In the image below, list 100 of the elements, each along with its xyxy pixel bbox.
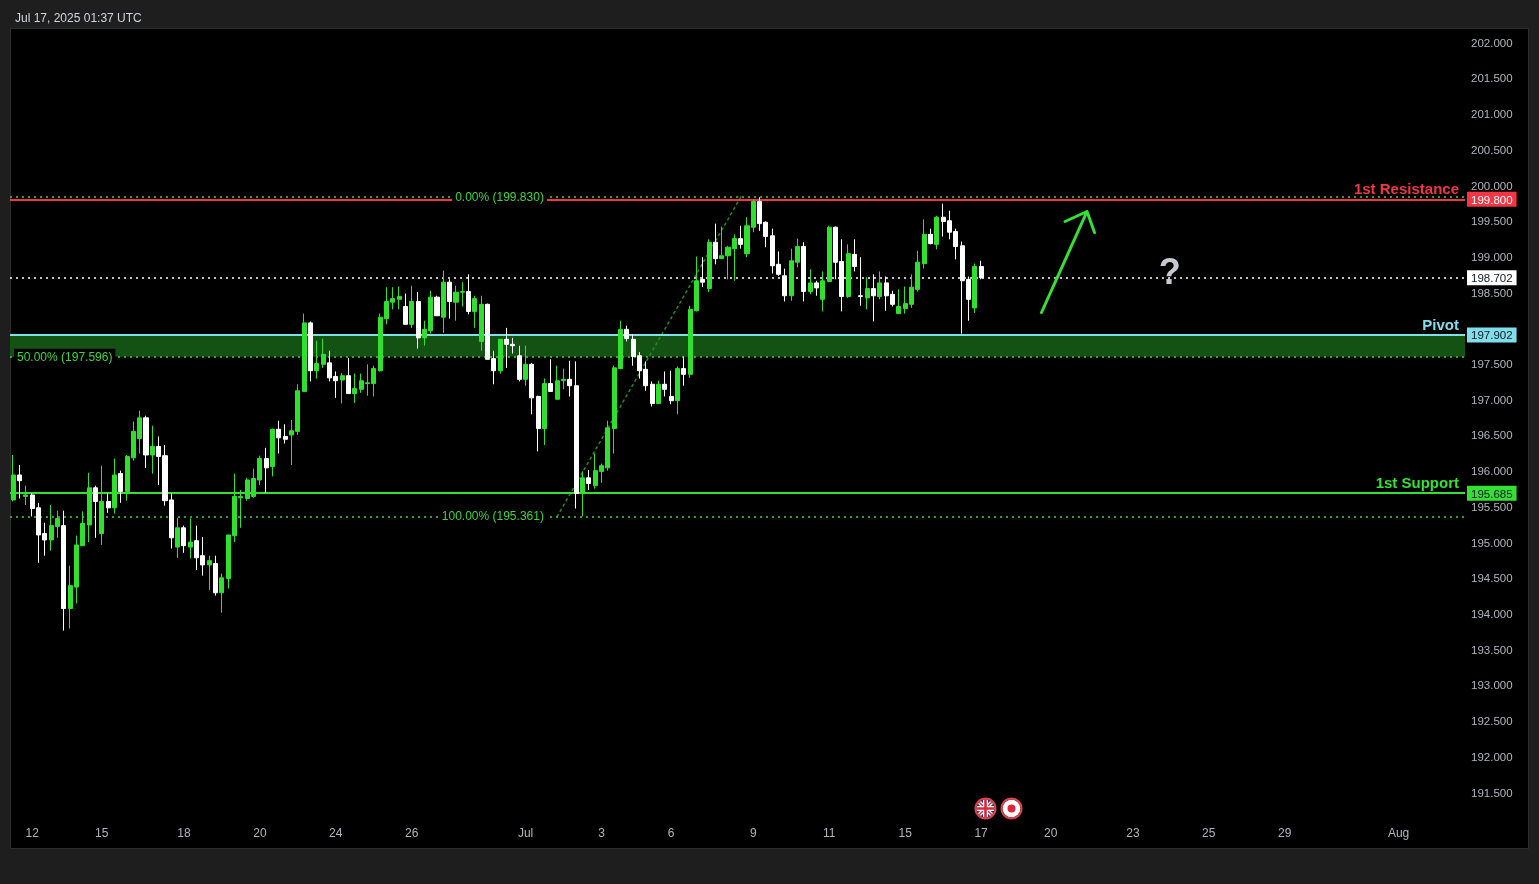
y-tick-label: 195.000 [1471,536,1513,549]
y-tick-label: 200.500 [1471,143,1513,156]
candlestick [529,362,534,415]
y-tick-label: 197.000 [1471,393,1513,406]
candlestick [896,288,901,315]
candlestick [713,223,718,265]
y-tick-label: 199.800 [1471,193,1513,206]
y-tick-label: 193.500 [1471,643,1513,656]
x-tick-label: 18 [177,826,191,840]
candlestick [498,338,503,375]
candlestick [675,365,680,415]
candlestick [656,380,661,405]
x-tick-label: 3 [598,826,606,840]
annotation: ? [1158,251,1181,293]
ref-line-label: 0.00% (199.830) [455,190,544,205]
candlestick [219,573,224,614]
candlestick [472,295,477,329]
candlestick [707,238,712,293]
candlestick [865,276,870,310]
x-tick-label: 17 [974,826,989,840]
y-tick-label: 194.500 [1471,572,1513,585]
candlestick [276,420,281,455]
candlestick [523,345,528,387]
candlestick [93,485,98,539]
candlestick [340,372,345,405]
y-tick-label: 197.500 [1471,358,1513,371]
y-tick-label: 192.000 [1471,750,1513,763]
y-tick-label: 201.500 [1471,72,1513,85]
x-tick-label: Jul [517,826,534,840]
x-tick-label: 26 [405,826,419,840]
candlestick [827,225,832,283]
candlestick [972,263,977,314]
candlestick [814,280,819,297]
candlestick [738,225,743,250]
candlestick [314,340,319,380]
candlestick [308,320,313,382]
y-tick-label: 198.500 [1471,286,1513,299]
candlestick [922,218,927,270]
y-tick-label: 195.685 [1471,487,1513,500]
candlestick [118,470,123,504]
x-tick-label: 23 [1126,826,1140,840]
y-tick-label: 202.000 [1471,36,1513,49]
ref-line-label: 50.00% (197.596) [17,349,113,364]
x-tick-label: 24 [329,826,343,840]
candlestick [586,469,591,491]
candlestick [143,415,149,469]
candlestick [567,360,572,397]
y-tick-label: 199.500 [1471,215,1513,228]
candlestick [403,293,408,325]
x-tick-label: 6 [667,826,675,840]
y-tick-label: 199.000 [1471,250,1513,263]
candlestick [669,370,674,405]
x-tick-label: 20 [1043,826,1058,840]
candlestick [846,243,851,299]
candlestick [820,270,825,312]
x-tick-label: 15 [898,826,913,840]
x-tick-label: 11 [822,826,836,840]
x-tick-label: 9 [749,826,757,840]
y-tick-label: 201.000 [1471,108,1513,121]
x-tick-label: 29 [1278,826,1292,840]
candlestick [207,555,212,591]
candlestick [479,295,484,352]
candlestick [877,270,882,300]
candlestick [188,518,193,560]
x-tick-label: 15 [95,826,109,840]
candlestick [681,355,686,387]
candlestick [574,360,579,510]
x-tick-label: Aug [1387,826,1410,840]
candlestick [928,228,933,245]
candlestick [536,395,541,452]
candlestick [283,423,288,445]
candlestick [213,555,218,597]
candlestick [346,357,351,395]
candlestick [934,215,939,250]
ref-line-label: 100.00% (195.361) [441,509,544,524]
candlestick [409,285,414,329]
candlestick [181,525,186,554]
candlestick [175,517,180,559]
candlestick [801,241,806,302]
candlestick [17,464,22,500]
candlestick [441,270,446,334]
x-tick-label: 20 [253,826,267,840]
candlestick [662,370,667,397]
candlestick [150,425,155,475]
y-tick-label: 200.000 [1471,179,1513,192]
ref-line-label: Pivot [1422,315,1459,333]
candlestick [808,268,813,295]
y-tick-label: 191.500 [1471,786,1513,799]
x-tick-label: 12 [25,826,40,840]
y-tick-label: 192.500 [1471,715,1513,728]
y-tick-label: 195.500 [1471,500,1513,513]
candlestick [302,313,307,392]
candlestick [782,268,787,302]
candlestick [352,373,357,404]
y-tick-label: 198.702 [1471,272,1513,285]
candlestick [852,238,857,272]
y-tick-label: 197.902 [1471,329,1513,342]
candlestick [517,345,522,382]
candlestick [548,358,553,392]
candlestick [650,380,655,407]
